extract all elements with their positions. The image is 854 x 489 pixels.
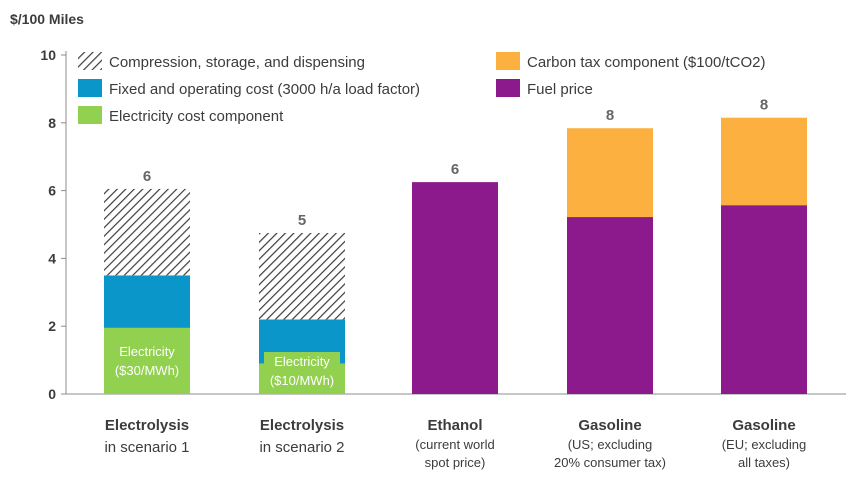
legend: Electricity cost component Fixed and oper… xyxy=(78,52,765,125)
bar-label-backdrop xyxy=(264,352,340,394)
bars: 6 5 6 8 8 Electricity ($30/MWh) Electricity ($10… xyxy=(104,97,807,394)
category-subtitle: all taxes) xyxy=(738,455,790,470)
bar-label: ($10/MWh) xyxy=(270,373,334,388)
category-subtitle: spot price) xyxy=(425,455,486,470)
bar-fuel xyxy=(412,182,498,394)
y-tick-label: 10 xyxy=(40,47,56,63)
y-axis-title: $/100 Miles xyxy=(10,11,84,27)
legend-swatch-compression xyxy=(78,52,102,70)
total-label: 6 xyxy=(143,168,151,185)
category-title: Electrolysis xyxy=(260,417,344,434)
total-label: 8 xyxy=(606,107,614,124)
total-label: 5 xyxy=(298,212,306,229)
category-subtitle: (current world xyxy=(415,437,494,452)
bar-fuel xyxy=(567,217,653,394)
legend-swatch-electricity xyxy=(78,106,102,124)
total-label: 6 xyxy=(451,161,459,178)
category-subtitle: (US; excluding xyxy=(568,437,653,452)
y-tick-label: 4 xyxy=(48,250,56,266)
bar-label: Electricity xyxy=(274,354,330,369)
legend-label-compression: Compression, storage, and dispensing xyxy=(109,54,365,71)
legend-label-fuel: Fuel price xyxy=(527,81,593,98)
total-label: 8 xyxy=(760,97,768,114)
legend-label-carbon: Carbon tax component ($100/tCO2) xyxy=(527,54,765,71)
y-tick-label: 0 xyxy=(48,386,56,402)
bar-compression xyxy=(104,188,190,276)
y-axis: 0 2 4 6 8 10 xyxy=(40,47,846,402)
category-subtitle: in scenario 1 xyxy=(104,439,189,456)
bar-carbon xyxy=(567,128,653,218)
x-axis-labels: Electrolysis in scenario 1 Electrolysis in … xyxy=(104,417,806,470)
bar-label: Electricity xyxy=(119,344,175,359)
y-tick-label: 6 xyxy=(48,183,56,199)
category-title: Gasoline xyxy=(732,417,795,434)
legend-label-electricity: Electricity cost component xyxy=(109,108,284,125)
y-tick-label: 8 xyxy=(48,115,56,131)
category-subtitle: (EU; excluding xyxy=(722,437,807,452)
category-subtitle: 20% consumer tax) xyxy=(554,455,666,470)
bar-label: ($30/MWh) xyxy=(115,363,179,378)
bar-fixed xyxy=(104,275,190,328)
y-tick-label: 2 xyxy=(48,318,56,334)
category-subtitle: in scenario 2 xyxy=(259,439,344,456)
bar-carbon xyxy=(721,117,807,206)
category-title: Ethanol xyxy=(428,417,483,434)
bar-fuel xyxy=(721,205,807,394)
category-title: Gasoline xyxy=(578,417,641,434)
legend-swatch-fixed xyxy=(78,79,102,97)
legend-swatch-fuel xyxy=(496,79,520,97)
category-title: Electrolysis xyxy=(105,417,189,434)
legend-swatch-carbon xyxy=(496,52,520,70)
legend-label-fixed: Fixed and operating cost (3000 h/a load … xyxy=(109,81,420,98)
bar-compression xyxy=(259,232,345,320)
bar-electricity xyxy=(104,327,190,394)
